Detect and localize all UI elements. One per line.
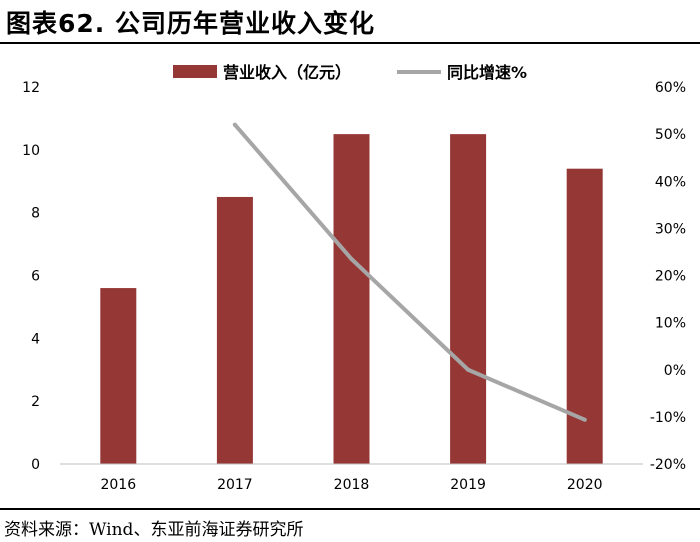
y-tick-label: 10 [22, 143, 40, 159]
y2-tick-label: 60% [655, 80, 686, 96]
y2-tick-label: -10% [650, 410, 686, 426]
page-title: 图表62. 公司历年营业收入变化 [6, 9, 375, 38]
y-tick-label: 2 [31, 394, 40, 410]
left-axis: 0 2 4 6 8 10 12 [22, 80, 40, 473]
y2-tick-label: 0% [664, 363, 686, 379]
x-tick-label: 2020 [567, 477, 603, 493]
y2-tick-label: 50% [655, 127, 686, 143]
x-tick-label: 2016 [100, 477, 136, 493]
y2-tick-label: -20% [650, 457, 686, 473]
bar-series [100, 134, 603, 465]
x-tick-label: 2017 [217, 477, 253, 493]
legend: 营业收入（亿元） 同比增速% [173, 63, 527, 82]
bar [216, 196, 253, 465]
y2-tick-label: 10% [655, 316, 686, 332]
y2-tick-label: 40% [655, 174, 686, 190]
right-axis: -20% -10% 0% 10% 20% 30% 40% 50% 60% [650, 80, 686, 473]
legend-bar-label: 营业收入（亿元） [223, 63, 351, 82]
growth-point [349, 257, 354, 262]
line-series [232, 122, 587, 422]
bar [100, 288, 137, 464]
y-tick-label: 0 [31, 457, 40, 473]
growth-line [232, 122, 587, 422]
x-tick-label: 2018 [334, 477, 370, 493]
bar [450, 134, 487, 464]
growth-point [466, 367, 471, 372]
revenue-chart: 营业收入（亿元） 同比增速% 0 2 4 6 8 10 12 -20% -10% 0% 10% 20… [22, 63, 686, 493]
x-axis: 2016 2017 2018 2019 2020 [100, 477, 602, 493]
legend-bar-swatch [173, 65, 217, 78]
source-note: 资料来源：Wind、东亚前海证券研究所 [4, 520, 304, 540]
y-tick-label: 6 [31, 269, 40, 285]
y2-tick-label: 20% [655, 269, 686, 285]
legend-line-label: 同比增速% [447, 63, 527, 82]
x-tick-label: 2019 [450, 477, 486, 493]
y2-tick-label: 30% [655, 221, 686, 237]
y-tick-label: 12 [22, 80, 40, 96]
y-tick-label: 4 [31, 331, 40, 347]
growth-point [232, 122, 237, 127]
source-rule [0, 508, 700, 510]
bar [333, 134, 370, 464]
growth-point [582, 417, 587, 422]
title-rule [0, 42, 700, 44]
y-tick-label: 8 [31, 206, 40, 222]
